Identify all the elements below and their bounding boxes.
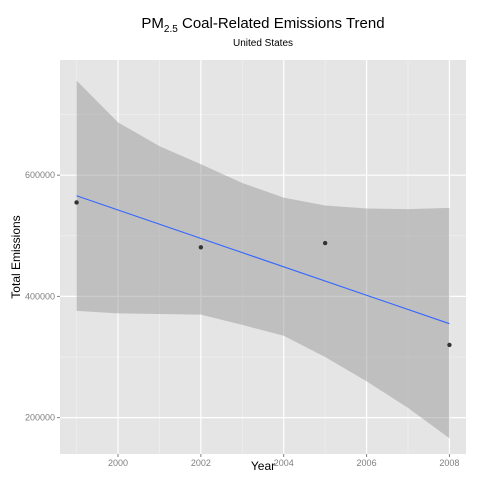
data-point bbox=[447, 342, 452, 348]
x-axis-title: Year bbox=[251, 459, 275, 473]
y-tick-label: 200000 bbox=[25, 413, 55, 423]
chart-subtitle: United States bbox=[233, 38, 293, 49]
data-point bbox=[198, 245, 204, 250]
y-axis-ticks: 200000 400000 600000 bbox=[25, 170, 60, 423]
x-tick-label: 2002 bbox=[191, 458, 211, 468]
trend-line bbox=[76, 195, 450, 325]
x-tick-label: 2006 bbox=[357, 458, 377, 468]
data-points bbox=[74, 200, 452, 348]
data-point bbox=[322, 240, 328, 246]
x-tick-label: 2000 bbox=[108, 458, 128, 468]
y-tick-label: 600000 bbox=[25, 170, 55, 180]
x-axis-ticks: 2000 2002 2004 2006 2008 bbox=[108, 454, 459, 468]
data-point bbox=[74, 200, 79, 205]
y-tick-label: 400000 bbox=[25, 291, 55, 301]
x-tick-label: 2008 bbox=[439, 458, 459, 468]
chart-title: PM2.5 Coal-Related Emissions Trend bbox=[141, 15, 384, 35]
x-tick-label: 2004 bbox=[274, 458, 294, 468]
trend-line-layer bbox=[76, 195, 450, 325]
y-axis-title: Total Emissions bbox=[9, 215, 23, 298]
